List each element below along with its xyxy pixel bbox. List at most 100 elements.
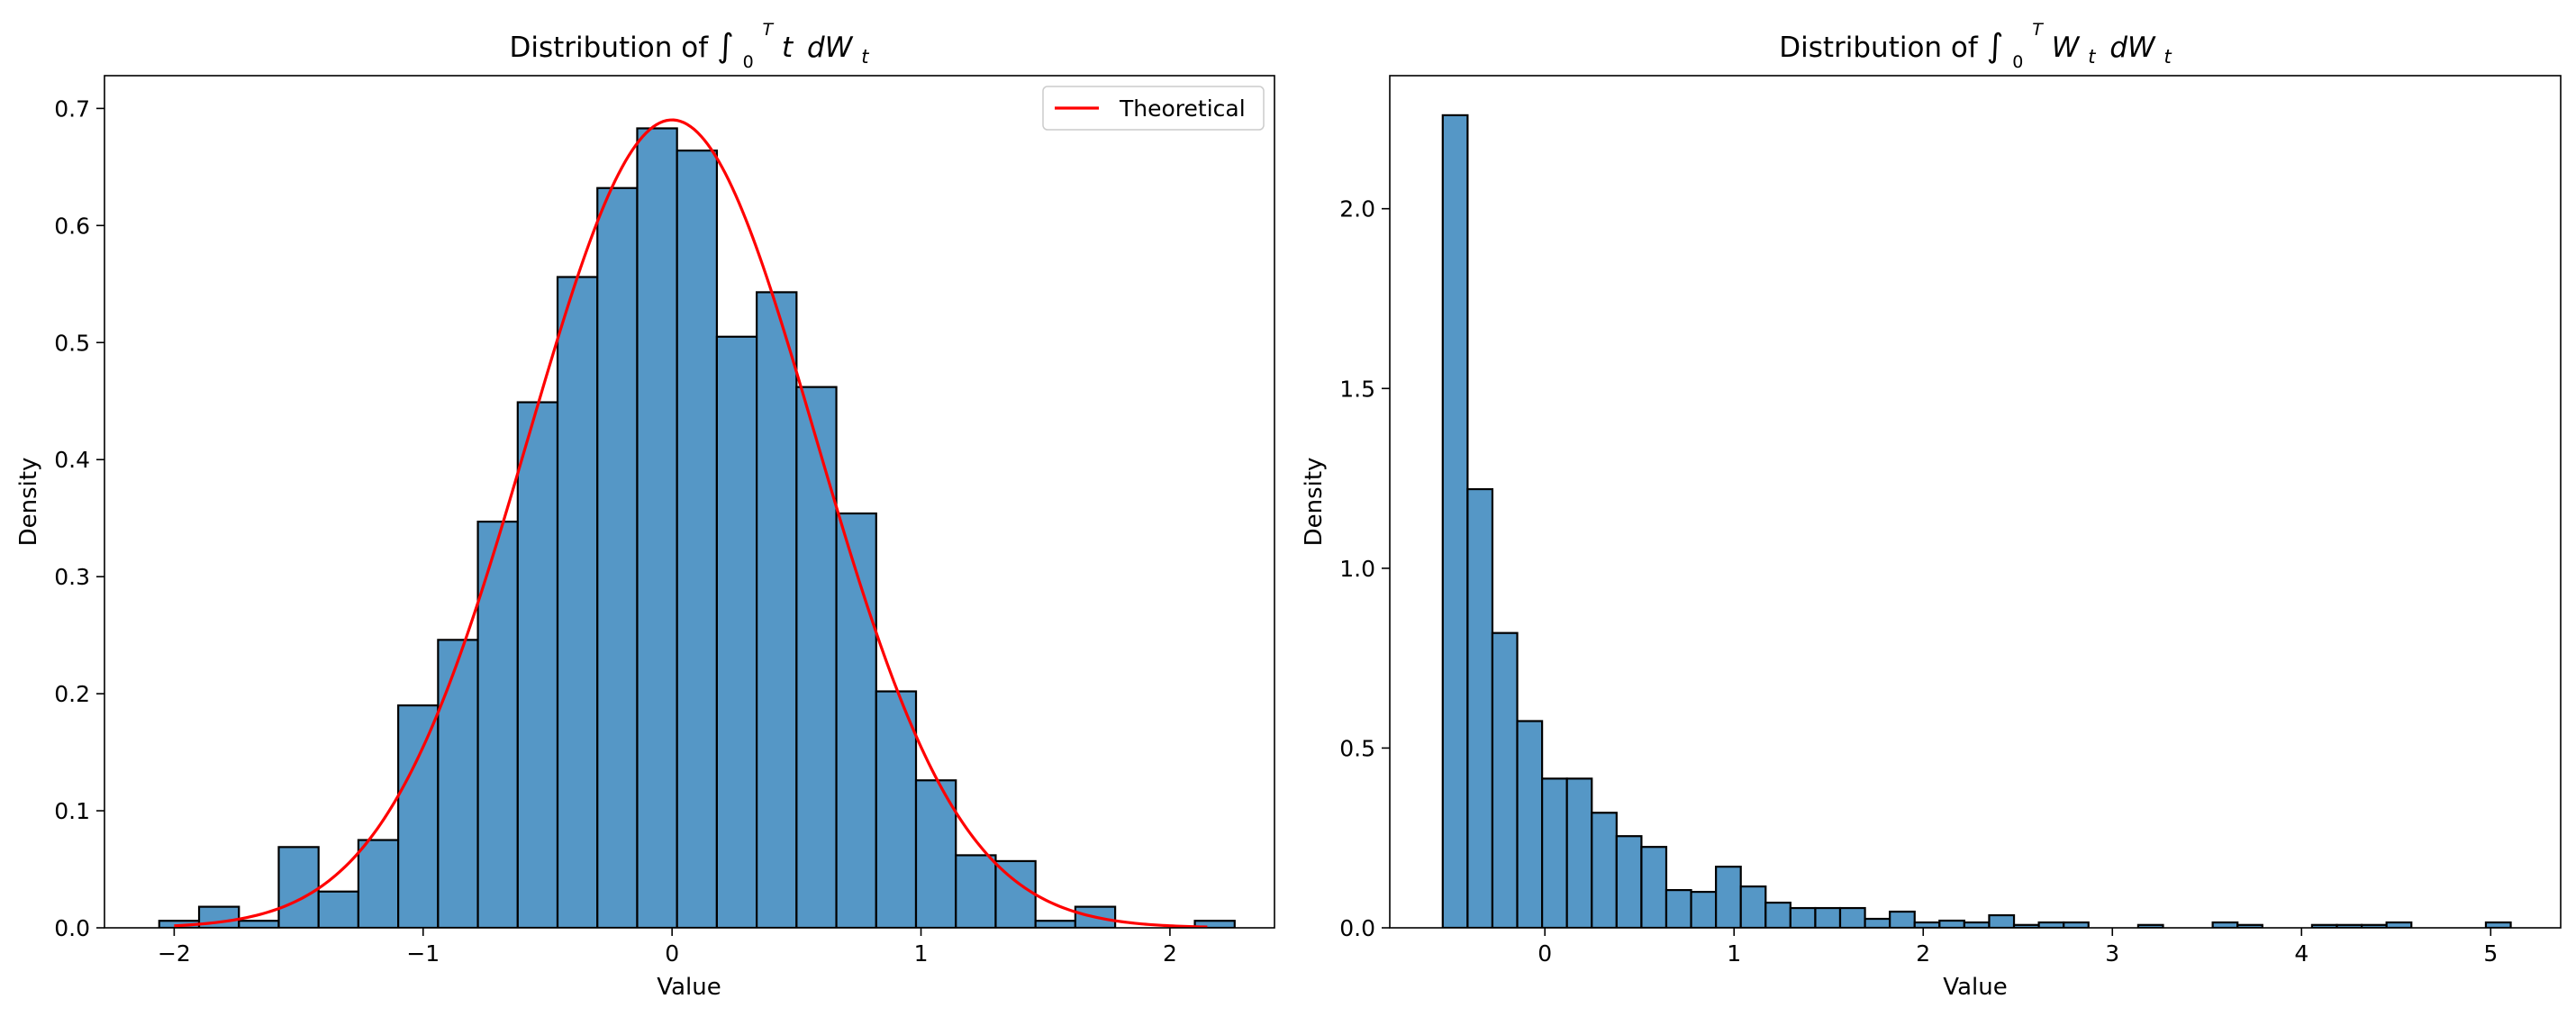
integral-lower-limit-right: 0 (2012, 52, 2023, 72)
integrand-differential-right: dW (2109, 32, 2156, 64)
histogram-bar (1640, 846, 1668, 928)
histogram-bar (1565, 777, 1593, 928)
integrand-left-left: t (782, 32, 794, 64)
histogram-bar (556, 276, 599, 928)
histogram-bar (1615, 835, 1643, 928)
histogram-bar (914, 779, 957, 928)
x-tick-label: −1 (406, 940, 440, 967)
y-tick-label: 0.3 (54, 564, 90, 590)
integrand-left-right: W (2052, 32, 2081, 64)
title-prefix-right: Distribution of (1779, 32, 1979, 64)
histogram-bar (994, 859, 1037, 928)
chart-title-left: Distribution of ∫ 0 T t dW t (510, 10, 870, 75)
x-axis-label-right: Value (1943, 974, 2007, 1001)
histogram-bar (238, 920, 280, 928)
x-axis-label-left: Value (657, 974, 721, 1001)
histogram-bar (437, 639, 479, 928)
histogram-bar (835, 512, 877, 928)
histogram-bar (1491, 631, 1519, 928)
histogram-bar (1938, 919, 1965, 928)
x-tick-label: 2 (1163, 940, 1177, 967)
histogram-bar (1664, 888, 1692, 928)
integrand-differential-left: dW (807, 32, 854, 64)
chart-title-right: Distribution of ∫ 0 T W t dW t (1779, 10, 2172, 75)
histogram-bar (1690, 890, 1718, 928)
y-axis-ticks-left: 0.0 0.1 0.2 0.3 0.4 0.5 0.6 0.7 (54, 95, 104, 941)
histogram-bar (1864, 917, 1891, 928)
y-tick-label: 0.5 (1339, 735, 1375, 761)
title-prefix-left: Distribution of (510, 32, 710, 64)
histogram-bar (1715, 866, 1742, 928)
y-tick-label: 0.1 (54, 798, 90, 824)
y-tick-label: 0.0 (54, 915, 90, 941)
x-axis-ticks-right: 0 1 2 3 4 5 (1537, 928, 2498, 967)
integrand-subscript-left: t (861, 46, 869, 68)
histogram-bar (357, 839, 400, 928)
x-tick-label: 2 (1916, 940, 1930, 967)
histogram-bar (2484, 921, 2512, 928)
integrand-left-subscript-right: t (2088, 46, 2096, 68)
histogram-bar (2236, 923, 2263, 928)
x-axis-ticks-left: −2 −1 0 1 2 (158, 928, 1177, 967)
bars-left (158, 127, 1236, 928)
theoretical-curve-group (174, 118, 1208, 928)
y-axis-label-left: Density (15, 458, 42, 547)
histogram-bar (1441, 114, 1469, 928)
axes-frame-right (1389, 75, 2562, 929)
histogram-bar (676, 150, 718, 928)
y-axis-label-right: Density (1301, 458, 1328, 547)
y-axis-ticks-right: 0.0 0.5 1.0 1.5 2.0 (1339, 196, 1390, 941)
x-tick-label: 1 (914, 940, 929, 967)
y-tick-label: 2.0 (1339, 196, 1375, 222)
histogram-bar (1889, 910, 1916, 928)
histogram-bar (2136, 923, 2164, 928)
integral-upper-limit-right: T (2032, 20, 2044, 40)
x-tick-label: −2 (158, 940, 191, 967)
histogram-bar (1764, 901, 1791, 928)
histogram-bar (875, 690, 918, 928)
histogram-bar (756, 291, 798, 928)
theoretical-curve (174, 118, 1208, 928)
x-tick-label: 5 (2483, 940, 2498, 967)
histogram-bar (1814, 906, 1842, 928)
y-tick-label: 0.4 (54, 447, 90, 473)
y-tick-label: 0.7 (54, 95, 90, 122)
histogram-bar (1739, 885, 1767, 928)
histogram-bar (397, 704, 440, 928)
histogram-bar (1789, 906, 1817, 928)
histogram-bar (1591, 812, 1618, 928)
y-tick-label: 0.6 (54, 213, 90, 239)
histogram-bar (2211, 921, 2239, 928)
histogram-bar (317, 890, 360, 928)
y-tick-label: 1.5 (1339, 376, 1375, 402)
histogram-bar (2385, 921, 2413, 928)
histogram-bar (1963, 921, 1991, 928)
x-tick-label: 4 (2294, 940, 2308, 967)
histogram-bar (1516, 720, 1544, 928)
integrand-subscript-right: t (2164, 46, 2172, 68)
histogram-bar (277, 846, 320, 928)
histogram-panel-right: Distribution of ∫ 0 T W t dW t 0 1 2 3 4 5 0.… (1301, 10, 2562, 1001)
x-tick-label: 3 (2105, 940, 2119, 967)
histogram-bar (596, 186, 639, 928)
histogram-bar (1466, 487, 1494, 928)
y-tick-label: 0.0 (1339, 915, 1375, 941)
y-tick-label: 0.2 (54, 681, 90, 707)
x-tick-label: 0 (1537, 940, 1552, 967)
axes-frame-left (104, 75, 1275, 929)
histogram-bar (2063, 921, 2090, 928)
histogram-bar (2037, 921, 2065, 928)
y-tick-label: 0.5 (54, 330, 90, 356)
histogram-bar (1193, 920, 1236, 928)
legend: Theoretical (1042, 86, 1265, 131)
integral-sign-right: ∫ (1987, 28, 2004, 65)
histogram-bar (1034, 920, 1076, 928)
bars-right (1441, 114, 2512, 928)
integral-upper-limit-left: T (763, 20, 775, 40)
histogram-bar (795, 386, 838, 928)
histogram-bar (1988, 913, 2016, 928)
histogram-bar (1913, 921, 1941, 928)
y-tick-label: 1.0 (1339, 556, 1375, 582)
histogram-bar (1541, 777, 1568, 928)
